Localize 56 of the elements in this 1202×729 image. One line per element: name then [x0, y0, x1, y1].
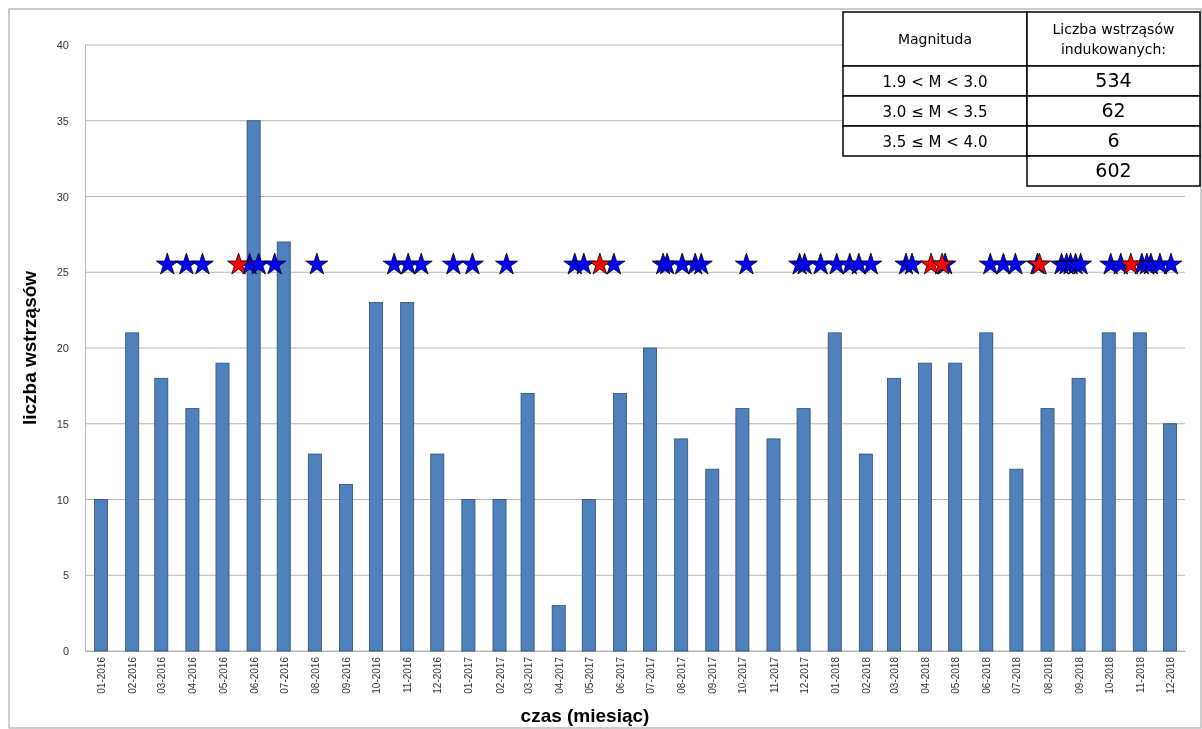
- y-tick-label: 35: [56, 114, 69, 127]
- y-tick-label: 0: [62, 645, 69, 658]
- x-tick-label: 11-2018: [1134, 656, 1146, 693]
- x-tick-label: 04-2018: [920, 656, 932, 694]
- x-tick-label: 05-2016: [217, 656, 229, 694]
- x-tick-label: 04-2016: [187, 656, 199, 694]
- annotation: Liczba wstrząsów indukowanych:: [1052, 21, 1175, 57]
- x-tick-label: 10-2016: [371, 656, 383, 694]
- x-tick-label: 05-2017: [583, 656, 595, 694]
- x-tick-label: 03-2017: [522, 656, 534, 694]
- x-tick-label: 10-2018: [1103, 656, 1115, 694]
- x-tick-label: 08-2018: [1042, 656, 1054, 694]
- x-tick-label: 07-2018: [1011, 656, 1023, 694]
- annotation: 602: [1095, 159, 1132, 181]
- y-axis-title: liczba wstrząsów: [19, 270, 40, 426]
- x-tick-label: 08-2017: [676, 656, 688, 694]
- x-tick-label: 06-2016: [248, 656, 260, 694]
- x-tick-label: 12-2017: [798, 656, 810, 694]
- annotation: 6: [1107, 129, 1120, 151]
- x-tick-label: 09-2016: [340, 656, 352, 694]
- annotation: 3.0 ≤ M < 3.5: [882, 103, 988, 121]
- y-tick-label: 30: [56, 190, 69, 203]
- y-tick-label: 25: [56, 266, 69, 279]
- x-tick-label: 12-2018: [1164, 656, 1176, 694]
- x-tick-label: 03-2016: [156, 656, 168, 694]
- x-tick-label: 09-2018: [1073, 656, 1085, 694]
- x-tick-label: 04-2017: [553, 656, 565, 694]
- x-tick-label: 11-2017: [768, 656, 780, 693]
- x-tick-label: 02-2018: [860, 656, 872, 694]
- x-tick-label: 10-2017: [737, 656, 749, 694]
- x-tick-label: 03-2018: [888, 656, 900, 694]
- x-tick-label: 07-2017: [645, 656, 657, 694]
- x-tick-label: 01-2017: [463, 656, 475, 694]
- y-tick-label: 10: [56, 493, 69, 506]
- annotation: 62: [1101, 99, 1126, 121]
- x-tick-label: 08-2016: [309, 656, 321, 694]
- x-tick-label: 09-2017: [707, 656, 719, 694]
- x-tick-label: 02-2016: [127, 656, 139, 694]
- annotation: 3.5 ≤ M < 4.0: [882, 133, 988, 151]
- x-tick-label: 01-2016: [96, 656, 108, 694]
- x-tick-label: 06-2018: [981, 656, 993, 694]
- x-tick-label: 06-2017: [614, 656, 626, 694]
- annotation: 534: [1095, 69, 1132, 91]
- y-tick-label: 20: [56, 342, 69, 355]
- x-tick-label: 01-2018: [829, 656, 841, 694]
- y-tick-label: 5: [62, 569, 69, 582]
- annotation: Magnituda: [897, 31, 973, 47]
- x-tick-label: 07-2016: [278, 656, 290, 694]
- x-tick-label: 05-2018: [950, 656, 962, 694]
- annotation: 1.9 < M < 3.0: [882, 73, 988, 91]
- x-tick-label: 02-2017: [494, 656, 506, 694]
- y-tick-label: 15: [56, 417, 69, 430]
- x-tick-label: 12-2016: [432, 656, 444, 694]
- y-tick-label: 40: [56, 39, 69, 52]
- x-axis-title: czas (miesiąc): [520, 705, 650, 726]
- x-tick-label: 11-2016: [402, 656, 414, 693]
